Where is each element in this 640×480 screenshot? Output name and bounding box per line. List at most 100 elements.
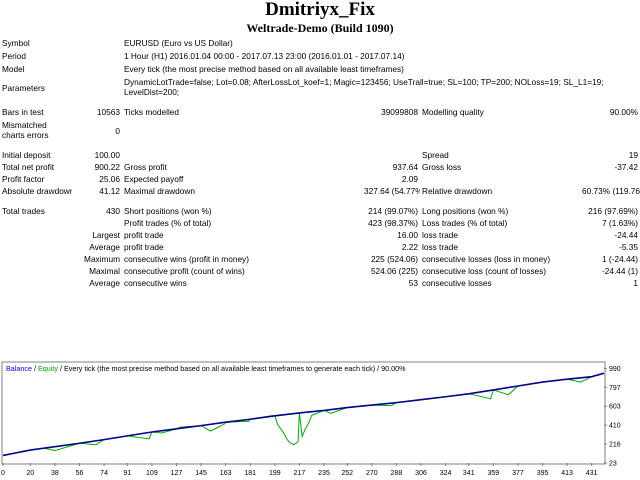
gross-loss-value: -37.42 [614, 162, 638, 172]
average-loss-trade-label: loss trade [422, 242, 458, 252]
largest-loss-value: -24.44 [614, 230, 638, 240]
expected-payoff-label: Expected payoff [124, 174, 184, 184]
y-tick-label: 216 [609, 442, 621, 449]
mismatch-label: Mismatched charts errors [2, 120, 49, 140]
spread-label: Spread [422, 150, 449, 160]
y-tick-label: 990 [609, 366, 621, 373]
x-tick-label: 235 [318, 470, 330, 477]
legend-equity: Equity [38, 364, 58, 373]
profit-factor-value: 25.06 [99, 174, 120, 184]
maximal-cons-profit-value: 524.06 (225) [370, 266, 418, 276]
legend-separator: / [32, 364, 38, 373]
max-cons-losses-value: 1 (-24.44) [602, 254, 638, 264]
model-label: Model [2, 64, 25, 74]
balance-series-line [2, 372, 605, 457]
profit-trades-label: Profit trades (% of total) [124, 218, 212, 228]
x-tick-label: 56 [76, 470, 84, 477]
x-tick-label: 252 [341, 470, 353, 477]
profit-factor-label: Profit factor [2, 174, 45, 184]
report-header: Dmitriyx_Fix Weltrade-Demo (Build 1090) [0, 0, 640, 35]
symbol-label: Symbol [2, 38, 30, 48]
loss-trades-value: 7 (1.63%) [602, 218, 638, 228]
y-tick-label: 410 [609, 423, 621, 430]
report-table: Symbol EURUSD (Euro vs US Dollar) Period 1… [0, 38, 640, 290]
largest-profit-trade-label: profit trade [124, 230, 164, 240]
avg-cons-wins-value: 53 [408, 278, 418, 288]
y-tick-label: 603 [609, 404, 621, 411]
maximum-label: Maximum [84, 254, 120, 264]
balance-equity-chart: Balance / Equity / Every tick (the most … [1, 361, 621, 477]
max-cons-wins-value: 225 (524.06) [370, 254, 418, 264]
report-subtitle: Weltrade-Demo (Build 1090) [246, 21, 394, 35]
x-tick-label: 109 [146, 470, 158, 477]
ticks-label: Ticks modelled [124, 107, 180, 117]
bars-label: Bars in test [2, 107, 44, 117]
average-loss-value: -5.35 [619, 242, 638, 252]
relative-drawdown-label: Relative drawdown [422, 186, 493, 196]
x-tick-label: 91 [123, 470, 131, 477]
equity-series-line [2, 372, 605, 456]
symbol-value: EURUSD (Euro vs US Dollar) [124, 38, 233, 48]
parameters-label: Parameters [2, 83, 45, 93]
x-tick-label: 181 [244, 470, 256, 477]
maximal-cons-profit-label: consecutive profit (count of wins) [124, 266, 245, 276]
model-value: Every tick (the most precise method base… [124, 64, 404, 74]
short-positions-value: 214 (99.07%) [368, 206, 418, 216]
x-tick-label: 74 [100, 470, 108, 477]
x-tick-label: 341 [463, 470, 475, 477]
initial-deposit-value: 100.00 [94, 150, 120, 160]
x-tick-label: 377 [512, 470, 524, 477]
x-tick-label: 413 [561, 470, 573, 477]
gross-profit-label: Gross profit [124, 162, 167, 172]
period-value: 1 Hour (H1) 2016.01.04 00:00 - 2017.07.1… [124, 51, 405, 61]
profit-trades-value: 423 (98.37%) [368, 218, 418, 228]
quality-label: Modelling quality [422, 107, 484, 117]
gross-loss-label: Gross loss [422, 162, 462, 172]
x-tick-label: 217 [294, 470, 306, 477]
max-cons-losses-label: consecutive losses (loss in money) [422, 254, 551, 264]
x-tick-label: 288 [391, 470, 403, 477]
max-cons-wins-label: consecutive wins (profit in money) [124, 254, 249, 264]
avg-cons-losses-value: 1 [633, 278, 638, 288]
largest-loss-trade-label: loss trade [422, 230, 458, 240]
x-tick-label: 359 [488, 470, 500, 477]
x-tick-label: 395 [537, 470, 549, 477]
x-tick-label: 127 [171, 470, 183, 477]
x-tick-label: 0 [1, 470, 5, 477]
largest-label: Largest [92, 230, 120, 240]
x-tick-label: 38 [51, 470, 59, 477]
x-tick-label: 306 [415, 470, 427, 477]
x-tick-label: 145 [195, 470, 207, 477]
spread-value: 19 [628, 150, 638, 160]
relative-drawdown-value: 60.73% (119.76) [582, 186, 640, 196]
legend-balance: Balance [6, 364, 32, 373]
average-profit-value: 2.22 [401, 242, 418, 252]
average-profit-trade-label: profit trade [124, 242, 164, 252]
x-tick-label: 163 [220, 470, 232, 477]
x-tick-label: 431 [586, 470, 598, 477]
bars-value: 10563 [96, 107, 120, 117]
legend-description: / Every tick (the most precise method ba… [58, 364, 406, 373]
net-profit-label: Total net profit [2, 162, 55, 172]
avg-cons-losses-label: consecutive losses [422, 278, 492, 288]
absolute-drawdown-value: 41.12 [99, 186, 120, 196]
average-label: Average [89, 242, 120, 252]
y-tick-label: 23 [609, 461, 617, 468]
maximal-cons-loss-label: consecutive loss (count of losses) [422, 266, 547, 276]
x-tick-label: 20 [26, 470, 34, 477]
x-tick-label: 324 [440, 470, 452, 477]
x-tick-label: 270 [366, 470, 378, 477]
maximal-drawdown-value: 327.64 (54.77%) [364, 186, 420, 196]
total-trades-value: 430 [106, 206, 120, 216]
expected-payoff-value: 2.09 [401, 174, 418, 184]
mismatch-value: 0 [115, 126, 120, 136]
quality-value: 90.00% [609, 107, 638, 117]
initial-deposit-label: Initial deposit [2, 150, 51, 160]
total-trades-label: Total trades [2, 206, 45, 216]
largest-profit-value: 16.00 [397, 230, 418, 240]
period-label: Period [2, 51, 26, 61]
gross-profit-value: 937.64 [392, 162, 418, 172]
ticks-value: 39099808 [381, 107, 418, 117]
report-title: Dmitriyx_Fix [265, 0, 375, 20]
short-positions-label: Short positions (won %) [124, 206, 212, 216]
